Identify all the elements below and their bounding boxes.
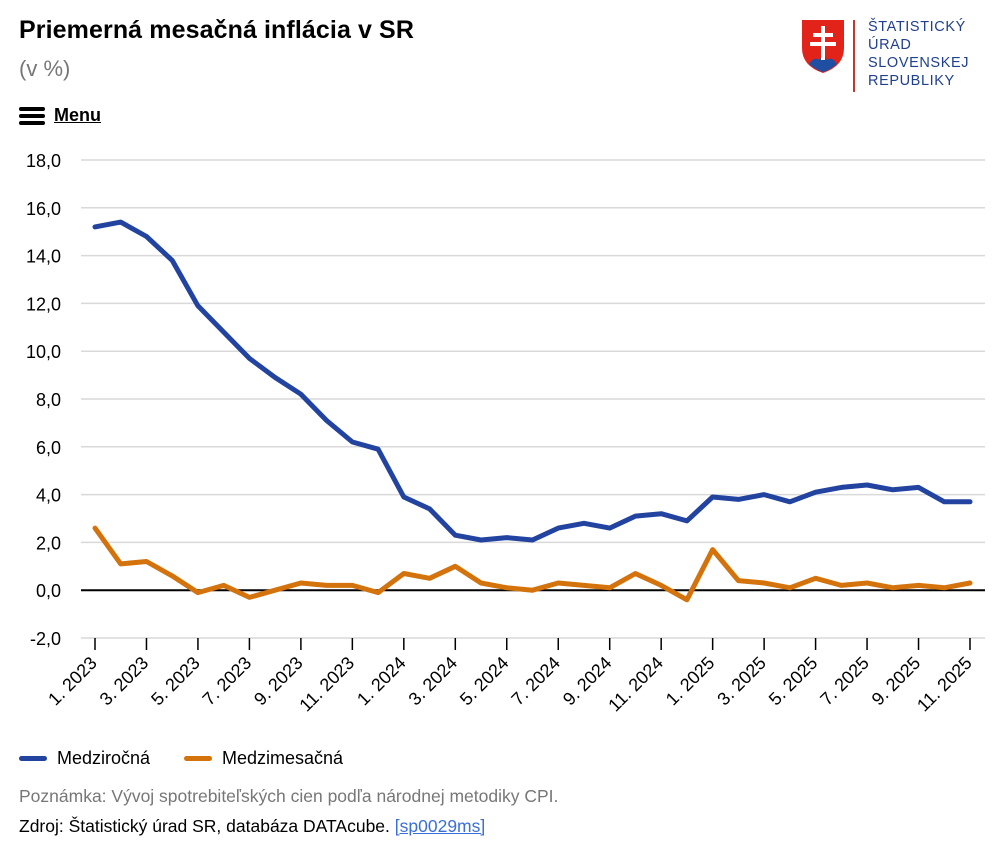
chart-subtitle: (v %)	[19, 56, 71, 81]
logo-line: ÚRAD	[868, 37, 912, 53]
x-tick-label: 11. 2025	[913, 653, 976, 716]
y-tick-label: 16,0	[26, 199, 61, 219]
x-tick-label: 3. 2025	[713, 653, 770, 710]
y-tick-label: 10,0	[26, 342, 61, 362]
x-tick-label: 7. 2024	[507, 653, 564, 710]
x-tick-label: 7. 2023	[199, 653, 256, 710]
x-tick-label: 5. 2024	[456, 653, 513, 710]
menu-button[interactable]: Menu	[19, 105, 101, 126]
statistics-office-logo	[802, 20, 844, 73]
line-chart: -2,0 0,0 2,0 4,0 6,0 8,0 10,0 12,0 14,0 16,0 18,0 1…	[26, 151, 985, 716]
y-tick-label: 18,0	[26, 151, 61, 171]
y-tick-label: 4,0	[36, 486, 61, 506]
logo-line: ŠTATISTICKÝ	[868, 19, 966, 35]
legend-item-medzirocna[interactable]: Medziročná	[19, 748, 150, 769]
legend-label: Medzimesačná	[222, 748, 344, 768]
source-text: Zdroj: Štatistický úrad SR, databáza DAT…	[19, 816, 390, 836]
legend-swatch	[184, 756, 212, 761]
x-tick-label: 1. 2023	[44, 653, 101, 710]
source-line: Zdroj: Štatistický úrad SR, databáza DAT…	[19, 816, 485, 837]
x-tick-label: 3. 2024	[405, 653, 462, 710]
y-tick-label: 2,0	[36, 533, 61, 553]
logo-divider	[853, 20, 855, 92]
logo-line: REPUBLIKY	[868, 73, 955, 89]
series-line-medzirocna	[92, 219, 973, 543]
x-tick-label: 1. 2025	[662, 653, 719, 710]
hamburger-icon	[19, 106, 45, 125]
x-tick-label: 5. 2025	[765, 653, 822, 710]
x-tick-label: 5. 2023	[147, 653, 204, 710]
menu-label: Menu	[54, 105, 101, 125]
logo-text: ŠTATISTICKÝ ÚRAD SLOVENSKEJ REPUBLIKY	[868, 18, 969, 90]
y-tick-label: 6,0	[36, 438, 61, 458]
coat-of-arms-icon	[802, 20, 844, 73]
y-tick-label: 14,0	[26, 247, 61, 267]
y-tick-label: -2,0	[30, 629, 61, 649]
y-tick-label: 0,0	[36, 581, 61, 601]
x-tick-label: 1. 2024	[353, 653, 410, 710]
legend-label: Medziročná	[57, 748, 151, 768]
legend-swatch	[19, 756, 47, 761]
x-tick-label: 7. 2025	[816, 653, 873, 710]
source-link[interactable]: [sp0029ms]	[394, 816, 486, 836]
y-tick-label: 8,0	[36, 390, 61, 410]
logo-line: SLOVENSKEJ	[868, 55, 970, 71]
chart-title: Priemerná mesačná inflácia v SR	[19, 16, 414, 44]
x-tick-label: 3. 2023	[96, 653, 153, 710]
y-tick-label: 12,0	[26, 294, 61, 314]
footnote: Poznámka: Vývoj spotrebiteľských cien po…	[19, 786, 559, 806]
x-tick-label: 11. 2023	[295, 653, 358, 716]
legend-item-medzimesacna[interactable]: Medzimesačná	[184, 748, 343, 769]
x-tick-label: 11. 2024	[604, 653, 667, 716]
